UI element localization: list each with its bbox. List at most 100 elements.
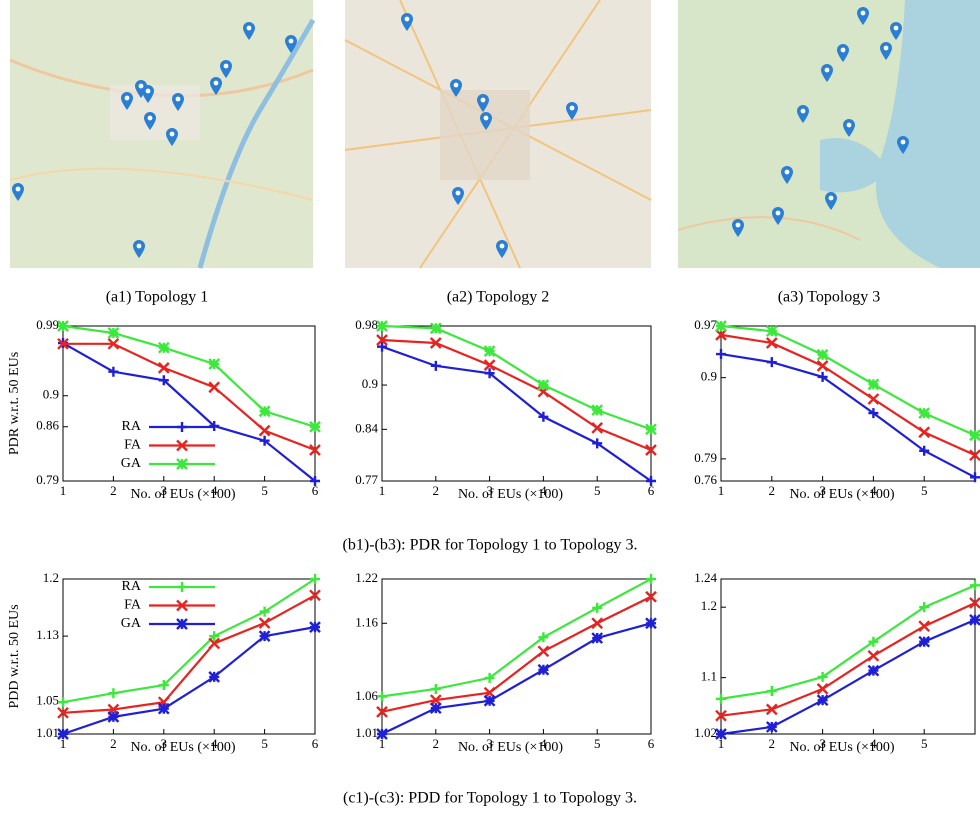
y-tick-label: 0.97 xyxy=(694,317,717,332)
x-tick-label: 1 xyxy=(379,483,386,498)
row-caption: (c1)-(c3): PDD for Topology 1 to Topolog… xyxy=(343,790,637,807)
legend-label: GA xyxy=(121,456,142,471)
legend-label: FA xyxy=(124,598,142,613)
y-tick-label: 0.9 xyxy=(43,387,59,402)
data-point xyxy=(767,326,777,336)
y-tick-label: 0.9 xyxy=(701,369,717,384)
x-axis-label: No. of EUs (×100) xyxy=(458,487,563,502)
y-tick-label: 0.9 xyxy=(362,376,378,391)
y-tick-label: 0.76 xyxy=(694,472,717,487)
y-tick-label: 0.98 xyxy=(355,317,378,332)
x-tick-label: 2 xyxy=(769,483,776,498)
series-line xyxy=(63,627,315,734)
data-point xyxy=(431,323,441,333)
y-tick-label: 1.1 xyxy=(701,669,717,684)
x-tick-label: 2 xyxy=(110,736,117,751)
legend-label: FA xyxy=(124,438,142,453)
data-point xyxy=(919,427,929,437)
series-line xyxy=(721,585,975,698)
row-caption: (b1)-(b3): PDR for Topology 1 to Topolog… xyxy=(343,537,638,554)
data-point xyxy=(592,603,602,613)
data-point xyxy=(970,615,980,625)
series-line xyxy=(721,326,975,435)
y-tick-label: 1.2 xyxy=(701,598,717,613)
data-point xyxy=(919,637,929,647)
x-tick-label: 6 xyxy=(312,736,319,751)
data-point xyxy=(716,694,726,704)
data-point xyxy=(646,574,656,584)
x-tick-label: 2 xyxy=(433,483,440,498)
data-point xyxy=(646,424,656,434)
y-tick-label: 0.86 xyxy=(36,418,59,433)
data-point xyxy=(310,622,320,632)
map-caption: (a3) Topology 3 xyxy=(778,289,881,306)
x-tick-label: 2 xyxy=(769,736,776,751)
y-tick-label: 0.79 xyxy=(36,472,59,487)
series-line xyxy=(63,344,315,450)
series-line xyxy=(63,579,315,702)
x-tick-label: 5 xyxy=(594,483,601,498)
series-line xyxy=(63,343,315,481)
data-point xyxy=(377,321,387,331)
y-tick-label: 1.24 xyxy=(694,570,717,585)
data-point xyxy=(485,696,495,706)
data-point xyxy=(431,684,441,694)
data-point xyxy=(767,722,777,732)
y-tick-label: 1.2 xyxy=(43,570,59,585)
data-point xyxy=(159,343,169,353)
y-axis-label: PDR w.r.t. 50 EUs xyxy=(7,352,22,455)
y-tick-label: 1.22 xyxy=(355,570,378,585)
data-point xyxy=(377,691,387,701)
data-point xyxy=(716,729,726,739)
data-point xyxy=(919,621,929,631)
y-tick-label: 1.05 xyxy=(36,692,59,707)
y-tick-label: 0.99 xyxy=(36,317,59,332)
legend-marker xyxy=(177,582,187,592)
y-axis-label: PDD w.r.t. 50 EUs xyxy=(7,604,22,708)
data-point xyxy=(260,631,270,641)
data-point xyxy=(868,379,878,389)
data-point xyxy=(159,704,169,714)
x-tick-label: 6 xyxy=(648,736,655,751)
data-point xyxy=(58,697,68,707)
series-line xyxy=(382,623,651,734)
data-point xyxy=(716,321,726,331)
data-point xyxy=(592,405,602,415)
x-tick-label: 2 xyxy=(110,483,117,498)
data-point xyxy=(868,394,878,404)
data-point xyxy=(260,406,270,416)
y-tick-label: 1.13 xyxy=(36,627,59,642)
y-tick-label: 0.79 xyxy=(694,450,717,465)
data-point xyxy=(767,357,777,367)
figure: (a1) Topology 1 (a2) Topology 2 (a3) Top… xyxy=(0,0,980,819)
data-point xyxy=(919,408,929,418)
map-topology-1 xyxy=(10,0,313,268)
data-point xyxy=(431,361,441,371)
x-axis-label: No. of EUs (×100) xyxy=(458,740,563,755)
data-point xyxy=(310,422,320,432)
y-tick-label: 1.06 xyxy=(355,688,378,703)
data-point xyxy=(970,580,980,590)
data-point xyxy=(108,367,118,377)
x-tick-label: 5 xyxy=(594,736,601,751)
data-point xyxy=(592,633,602,643)
data-point xyxy=(646,618,656,628)
data-point xyxy=(818,361,828,371)
map-caption: (a1) Topology 1 xyxy=(106,289,209,306)
legend-label: RA xyxy=(122,579,142,594)
data-point xyxy=(818,695,828,705)
legend-label: RA xyxy=(122,419,142,434)
plot-frame xyxy=(382,326,651,481)
data-point xyxy=(818,684,828,694)
y-tick-label: 0.77 xyxy=(355,472,378,487)
legend-label: GA xyxy=(121,616,142,631)
data-point xyxy=(377,729,387,739)
x-tick-label: 1 xyxy=(718,483,725,498)
data-point xyxy=(58,729,68,739)
x-axis-label: No. of EUs (×100) xyxy=(130,487,235,502)
data-point xyxy=(970,430,980,440)
data-point xyxy=(716,349,726,359)
data-point xyxy=(485,346,495,356)
data-point xyxy=(538,380,548,390)
x-axis-label: No. of EUs (×100) xyxy=(789,740,894,755)
